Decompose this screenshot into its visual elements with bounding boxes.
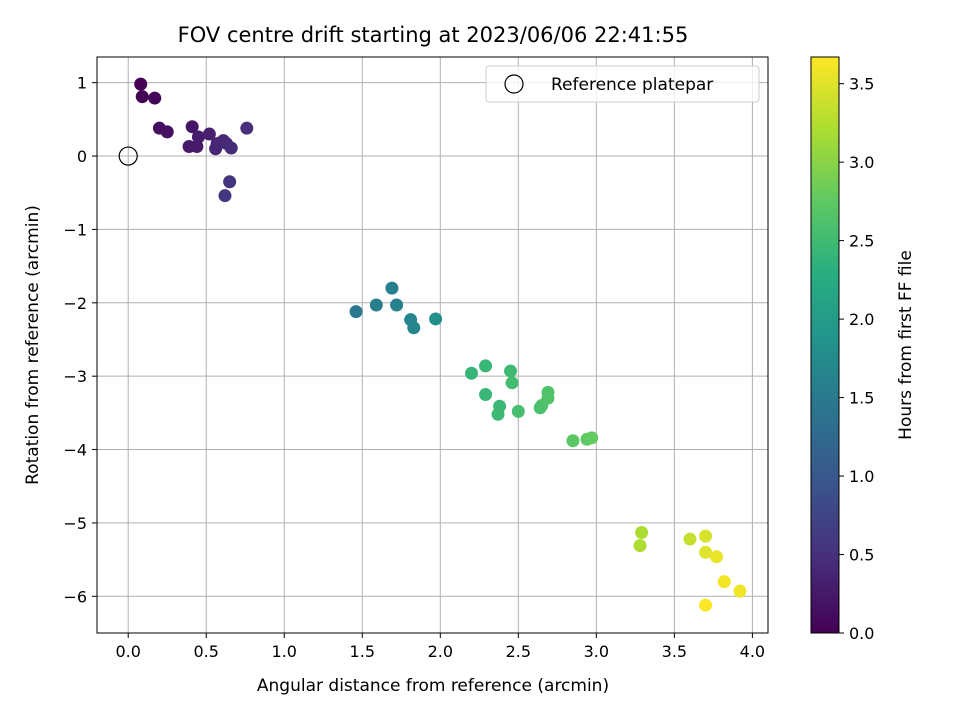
y-tick-label: 0 bbox=[77, 147, 87, 166]
y-tick-label: 1 bbox=[77, 74, 87, 93]
data-point bbox=[585, 431, 599, 445]
data-point bbox=[566, 434, 580, 448]
y-tick-label: −4 bbox=[63, 441, 87, 460]
y-tick-label: −3 bbox=[63, 367, 87, 386]
data-point bbox=[224, 141, 238, 155]
colorbar-tick-label: 2.0 bbox=[849, 310, 874, 329]
data-point bbox=[683, 532, 697, 546]
data-point bbox=[390, 298, 404, 312]
x-tick-label: 1.5 bbox=[350, 642, 375, 661]
data-point bbox=[633, 539, 647, 553]
data-point bbox=[699, 545, 713, 559]
data-point bbox=[541, 391, 555, 405]
y-tick-label: −1 bbox=[63, 220, 87, 239]
data-point bbox=[511, 404, 525, 418]
data-point bbox=[465, 366, 479, 380]
data-point bbox=[385, 281, 399, 295]
data-point bbox=[160, 125, 174, 139]
legend-box bbox=[485, 65, 760, 103]
data-point bbox=[190, 140, 204, 154]
y-axis-label: Rotation from reference (arcmin) bbox=[23, 205, 43, 485]
y-tick-label: −2 bbox=[63, 294, 87, 313]
data-point bbox=[240, 121, 254, 135]
data-point bbox=[407, 321, 421, 335]
chart-title: FOV centre drift starting at 2023/06/06 … bbox=[178, 23, 689, 47]
colorbar-tick-label: 1.5 bbox=[849, 389, 874, 408]
data-point bbox=[218, 189, 232, 203]
colorbar: 0.0 0.5 1.0 1.5 2.0 2.5 3.0 3.5 Hours from firs… bbox=[810, 56, 916, 643]
data-point bbox=[717, 575, 731, 589]
x-tick-label: 2.0 bbox=[428, 642, 453, 661]
plot-frame bbox=[96, 56, 769, 634]
data-point bbox=[491, 407, 505, 421]
data-point bbox=[202, 127, 216, 141]
data-point bbox=[191, 130, 205, 144]
data-point bbox=[429, 312, 443, 326]
colorbar-gradient bbox=[810, 56, 840, 634]
legend: Reference platepar bbox=[485, 65, 760, 103]
data-point bbox=[148, 91, 162, 105]
x-tick-label: 1.0 bbox=[272, 642, 297, 661]
data-point bbox=[505, 376, 519, 390]
data-point bbox=[349, 305, 363, 319]
data-point bbox=[710, 550, 724, 564]
data-point bbox=[369, 298, 383, 312]
x-tick-label: 4.0 bbox=[740, 642, 765, 661]
x-axis-label: Angular distance from reference (arcmin) bbox=[257, 676, 609, 696]
data-point bbox=[479, 388, 493, 402]
data-point bbox=[699, 598, 713, 612]
y-tick-label: −5 bbox=[63, 514, 87, 533]
x-tick-label: 3.0 bbox=[584, 642, 609, 661]
colorbar-tick-label: 1.0 bbox=[849, 467, 874, 486]
data-point bbox=[504, 364, 518, 378]
x-axis-ticks: 0.0 0.5 1.0 1.5 2.0 2.5 3.0 3.5 4.0 bbox=[115, 633, 765, 661]
grid-lines bbox=[97, 57, 768, 633]
data-points bbox=[134, 77, 747, 612]
data-point bbox=[135, 90, 149, 104]
colorbar-tick-label: 2.5 bbox=[849, 232, 874, 251]
x-tick-label: 3.5 bbox=[662, 642, 687, 661]
colorbar-tick-label: 0.0 bbox=[849, 624, 874, 643]
data-point bbox=[479, 359, 493, 373]
colorbar-tick-label: 0.5 bbox=[849, 546, 874, 565]
x-tick-label: 0.5 bbox=[194, 642, 219, 661]
y-tick-label: −6 bbox=[63, 587, 87, 606]
data-point bbox=[223, 175, 237, 189]
data-point bbox=[733, 584, 747, 598]
colorbar-tick-label: 3.5 bbox=[849, 75, 874, 94]
y-axis-ticks: 1 0 −1 −2 −3 −4 −5 −6 bbox=[63, 74, 97, 606]
x-tick-label: 2.5 bbox=[506, 642, 531, 661]
legend-entry-label: Reference platepar bbox=[551, 75, 713, 95]
x-tick-label: 0.0 bbox=[115, 642, 140, 661]
data-point bbox=[185, 120, 199, 134]
colorbar-label: Hours from first FF file bbox=[896, 250, 916, 440]
colorbar-tick-label: 3.0 bbox=[849, 153, 874, 172]
data-point bbox=[134, 77, 148, 91]
data-point bbox=[699, 529, 713, 543]
reference-platepar-marker bbox=[118, 146, 138, 166]
colorbar-ticks: 0.0 0.5 1.0 1.5 2.0 2.5 3.0 3.5 bbox=[839, 75, 874, 643]
legend-marker-icon bbox=[504, 74, 524, 94]
data-point bbox=[635, 525, 649, 539]
